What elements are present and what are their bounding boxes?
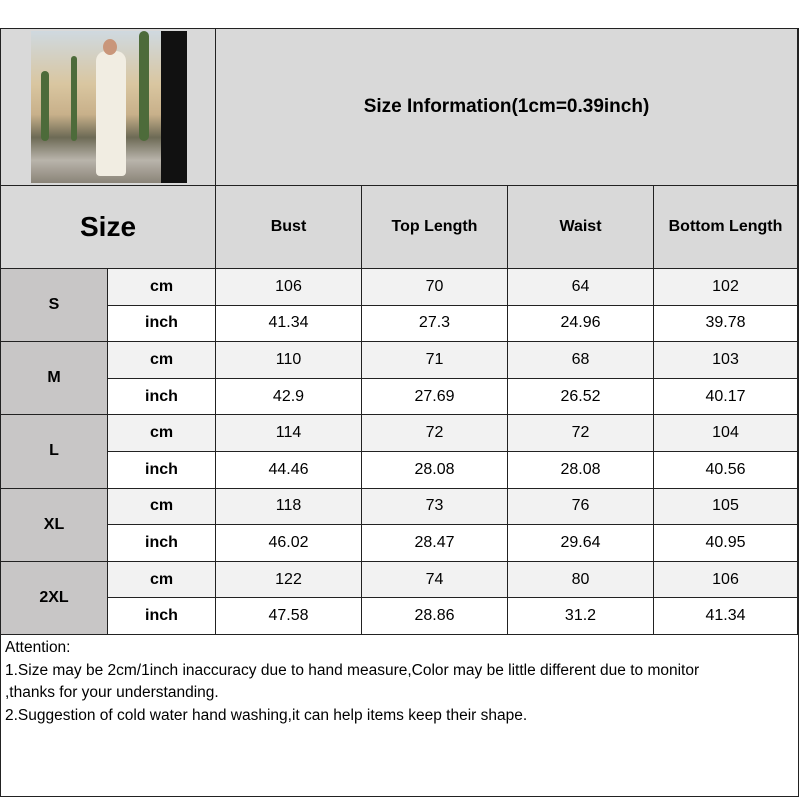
measurement-value: 72	[508, 415, 654, 452]
size-header: Size	[1, 186, 216, 269]
attention-line: 2.Suggestion of cold water hand washing,…	[5, 706, 528, 724]
unit-label: cm	[108, 488, 216, 526]
unit-label: inch	[108, 305, 216, 343]
unit-label: cm	[108, 415, 216, 452]
unit-label: cm	[108, 269, 216, 306]
attention-notes: Attention: 1.Size may be 2cm/1inch inacc…	[1, 634, 798, 796]
measurement-value: 122	[216, 561, 362, 599]
page-title: Size Information(1cm=0.39inch)	[216, 29, 798, 186]
column-header: Bust	[216, 186, 362, 269]
unit-label: inch	[108, 452, 216, 489]
measurement-value: 80	[508, 561, 654, 599]
measurement-value: 40.17	[654, 378, 798, 416]
measurement-value: 102	[654, 269, 798, 306]
attention-line: 1.Size may be 2cm/1inch inaccuracy due t…	[5, 661, 700, 679]
measurement-value: 24.96	[508, 305, 654, 343]
measurement-value: 28.86	[362, 598, 508, 635]
product-photo-cell	[1, 29, 216, 186]
unit-label: cm	[108, 561, 216, 599]
measurement-value: 72	[362, 415, 508, 452]
measurement-value: 39.78	[654, 305, 798, 343]
column-header: Bottom Length	[654, 186, 798, 269]
measurement-value: 104	[654, 415, 798, 452]
size-label: S	[1, 269, 108, 343]
measurement-value: 46.02	[216, 525, 362, 562]
measurement-value: 71	[362, 342, 508, 379]
measurement-value: 27.69	[362, 378, 508, 416]
measurement-value: 29.64	[508, 525, 654, 562]
size-label: L	[1, 415, 108, 489]
unit-label: inch	[108, 525, 216, 562]
size-label: XL	[1, 488, 108, 562]
measurement-value: 28.47	[362, 525, 508, 562]
measurement-value: 68	[508, 342, 654, 379]
measurement-value: 41.34	[216, 305, 362, 343]
measurement-value: 73	[362, 488, 508, 526]
unit-label: cm	[108, 342, 216, 379]
measurement-value: 103	[654, 342, 798, 379]
measurement-value: 110	[216, 342, 362, 379]
measurement-value: 28.08	[362, 452, 508, 489]
measurement-value: 70	[362, 269, 508, 306]
measurement-value: 114	[216, 415, 362, 452]
measurement-value: 41.34	[654, 598, 798, 635]
measurement-value: 64	[508, 269, 654, 306]
size-chart: Size Information(1cm=0.39inch) Size Atte…	[0, 28, 799, 797]
measurement-value: 47.58	[216, 598, 362, 635]
column-header: Top Length	[362, 186, 508, 269]
measurement-value: 105	[654, 488, 798, 526]
measurement-value: 26.52	[508, 378, 654, 416]
size-label: 2XL	[1, 561, 108, 635]
unit-label: inch	[108, 378, 216, 416]
measurement-value: 28.08	[508, 452, 654, 489]
measurement-value: 74	[362, 561, 508, 599]
measurement-value: 44.46	[216, 452, 362, 489]
measurement-value: 106	[216, 269, 362, 306]
attention-line: ,thanks for your understanding.	[5, 684, 219, 701]
measurement-value: 106	[654, 561, 798, 599]
attention-heading: Attention:	[5, 639, 71, 656]
measurement-value: 40.56	[654, 452, 798, 489]
unit-label: inch	[108, 598, 216, 635]
measurement-value: 31.2	[508, 598, 654, 635]
measurement-value: 118	[216, 488, 362, 526]
measurement-value: 42.9	[216, 378, 362, 416]
measurement-value: 40.95	[654, 525, 798, 562]
product-photo	[31, 31, 187, 183]
measurement-value: 76	[508, 488, 654, 526]
size-label: M	[1, 342, 108, 416]
measurement-value: 27.3	[362, 305, 508, 343]
column-header: Waist	[508, 186, 654, 269]
